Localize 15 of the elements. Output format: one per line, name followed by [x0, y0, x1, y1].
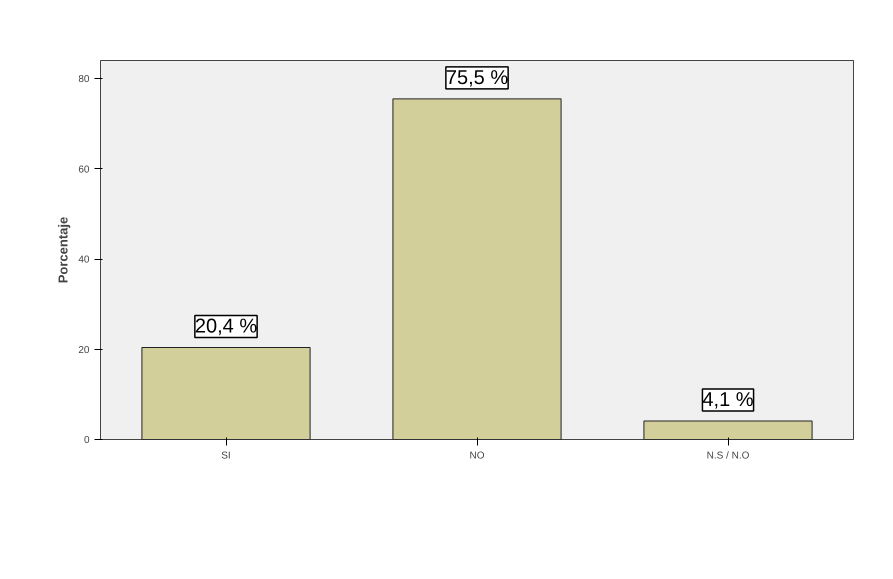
y-axis-title: Porcentaje	[55, 216, 70, 284]
x-tick-label: SI	[221, 450, 231, 462]
x-tick-label: N.S / N.O	[706, 450, 750, 462]
y-tick-label: 80	[78, 74, 90, 86]
data-label: 75,5 %	[446, 66, 508, 89]
y-tick-label: 20	[78, 344, 90, 356]
bar	[141, 346, 311, 440]
bar	[643, 420, 813, 440]
bar	[392, 98, 562, 440]
y-tick-label: 60	[78, 164, 90, 176]
y-tick-label: 0	[84, 435, 90, 446]
x-tick-label: NO	[470, 450, 485, 462]
data-label: 4,1 %	[702, 389, 754, 411]
data-label: 20,4 %	[194, 315, 258, 338]
y-tick-label: 40	[78, 254, 90, 266]
